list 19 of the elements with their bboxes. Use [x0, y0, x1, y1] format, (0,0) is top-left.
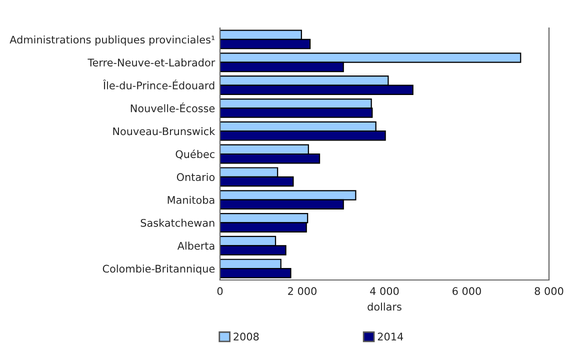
y-tick-label: Nouvelle-Écosse — [130, 102, 215, 112]
x-tick-label: 8 000 — [534, 287, 564, 296]
y-tick-label: Nouveau-Brunswick — [113, 127, 216, 136]
y-tick-label: Terre-Neuve-et-Labrador — [88, 58, 216, 66]
legend-label: 2008 — [234, 332, 259, 341]
x-tick-label: 4 000 — [370, 287, 399, 296]
y-tick-label: Administrations publiques provinciales¹ — [10, 35, 215, 46]
x-tick-label: 0 — [217, 287, 223, 296]
y-tick-label: Québec — [176, 150, 214, 160]
y-tick-label: Manitoba — [168, 196, 214, 204]
x-tick-label: 2 000 — [288, 287, 316, 296]
x-axis-title: dollars — [368, 302, 402, 311]
y-tick-label: Ontario — [176, 172, 215, 182]
y-tick-label: Île-du-Prince-Édouard — [102, 80, 214, 90]
x-tick-label: 6 000 — [452, 287, 481, 296]
legend-label: 2014 — [378, 332, 404, 341]
y-tick-label: Saskatchewan — [140, 218, 214, 227]
y-tick-label: Alberta — [177, 242, 214, 250]
y-tick-label: Colombie-Britannique — [102, 264, 215, 275]
